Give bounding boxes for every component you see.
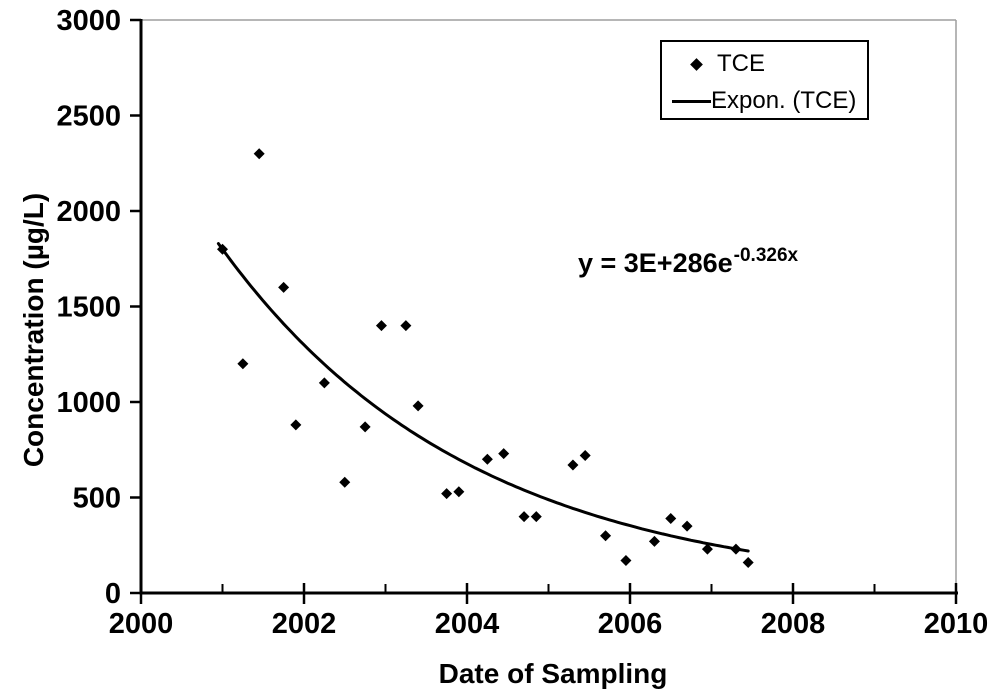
x-tick-label: 2006 [598, 608, 663, 640]
data-point [253, 148, 265, 160]
data-point [400, 320, 412, 332]
data-point [481, 453, 493, 465]
legend-item-tce: TCE [690, 49, 765, 79]
trendline-sample-icon [672, 99, 711, 103]
data-point [600, 530, 612, 542]
x-tick-label: 2000 [109, 608, 174, 640]
equation-exponent: -0.326x [733, 245, 799, 266]
data-point [375, 320, 387, 332]
data-point [518, 511, 530, 523]
x-tick-label: 2008 [761, 608, 826, 640]
data-point [620, 555, 632, 567]
data-point [701, 543, 713, 555]
y-tick-label: 500 [73, 483, 121, 515]
x-tick-label: 2004 [435, 608, 500, 640]
data-point [290, 419, 302, 431]
data-point [278, 281, 290, 293]
y-tick-label: 3000 [56, 5, 121, 37]
data-point [237, 358, 249, 370]
equation-base: y = 3E+286e [578, 248, 733, 278]
data-point [681, 520, 693, 532]
data-point [742, 556, 754, 568]
axes [139, 19, 958, 595]
data-point [665, 513, 677, 525]
trendline-equation: y = 3E+286e-0.326x [578, 245, 799, 279]
data-point [579, 449, 591, 461]
data-point [530, 511, 542, 523]
legend-item-expon: Expon. (TCE) [672, 86, 856, 116]
y-axis-title: Concentration (µg/L) [18, 192, 49, 468]
data-point [359, 421, 371, 433]
y-axis-ticks: 0 500 1000 1500 2000 2500 3000 [56, 5, 141, 610]
trendline-curve [216, 242, 750, 553]
data-point [412, 400, 424, 412]
data-point [217, 243, 228, 255]
data-point [318, 377, 330, 389]
data-point [648, 535, 660, 547]
plot-frame [141, 19, 957, 593]
data-point [498, 448, 510, 460]
x-tick-label: 2010 [924, 608, 989, 640]
y-tick-label: 2500 [56, 101, 121, 133]
scatter-series-tce [217, 148, 754, 568]
x-axis-title: Date of Sampling [438, 658, 668, 689]
x-tick-label: 2002 [272, 608, 337, 640]
y-tick-label: 2000 [56, 196, 121, 228]
legend-label-tce: TCE [717, 50, 765, 77]
y-tick-label: 0 [105, 578, 121, 610]
legend: TCE Expon. (TCE) [660, 40, 869, 120]
y-tick-label: 1500 [56, 292, 121, 324]
data-point [441, 488, 453, 500]
diamond-marker-icon [690, 57, 703, 71]
data-point [730, 543, 742, 555]
y-tick-label: 1000 [56, 387, 121, 419]
data-point [453, 486, 465, 498]
data-point [567, 459, 579, 471]
data-point [339, 476, 351, 488]
legend-label-expon: Expon. (TCE) [711, 87, 857, 114]
x-axis-ticks: 2000 2002 2004 2006 2008 2010 [109, 583, 989, 640]
